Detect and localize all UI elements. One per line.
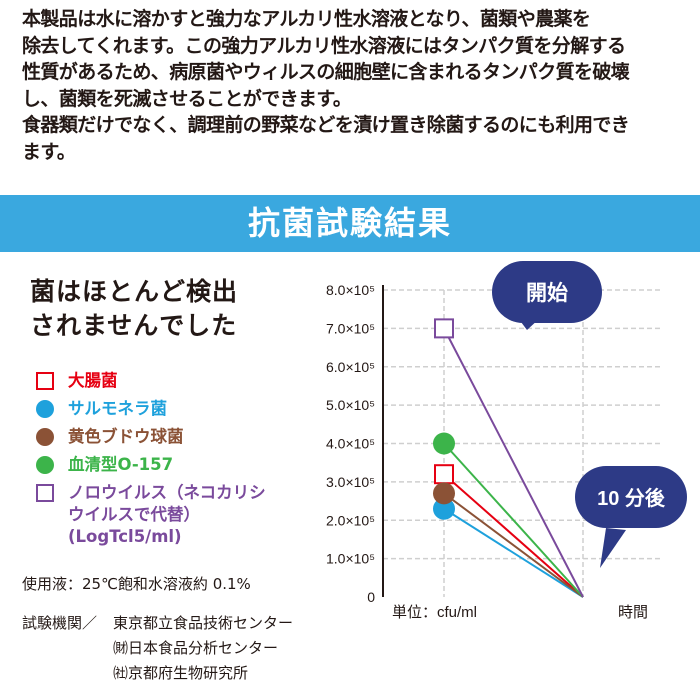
legend-item-norovirus: ノロウイルス（ネコカリシ ウイルスで代替） (LogTcl5/ml): [36, 480, 326, 548]
callout-start-bubble: [492, 261, 602, 323]
y-tick-label: 5.0×10⁵: [326, 397, 375, 413]
legend-item-salmonella: サルモネラ菌: [36, 396, 326, 420]
data-point-circle: [433, 432, 455, 455]
callout-start-text: 開始: [526, 281, 568, 305]
series-line: [443, 442, 584, 598]
x-axis-label: 時間: [618, 604, 648, 621]
callout-pointer: [600, 528, 626, 568]
testing-org-1: 東京都立食品技術センター: [113, 614, 294, 632]
y-tick-label: 4.0×10⁵: [326, 436, 375, 452]
y-tick-label: 0: [367, 589, 375, 605]
section-banner: 抗菌試験結果: [0, 195, 700, 252]
callout-after-text: 10 分後: [597, 486, 666, 510]
y-tick-label: 7.0×10⁵: [326, 320, 375, 336]
data-point-circle: [433, 482, 455, 505]
intro-line: 本製品は水に溶かすと強力なアルカリ性水溶液となり、菌類や農薬を: [22, 8, 591, 30]
legend-label: 血清型O-157: [68, 455, 174, 474]
result-headline: 菌はほとんど検出 されませんでした: [30, 275, 238, 343]
unit-label: 単位：cfu/ml: [392, 604, 477, 621]
series-line: [443, 492, 584, 598]
circle-marker-icon: [36, 456, 54, 474]
callout-after-bubble: [575, 466, 687, 528]
y-tick-label: 1.0×10⁵: [326, 551, 375, 567]
y-tick-label: 2.0×10⁵: [326, 512, 375, 528]
testing-org-3: ㈳京都府生物研究所: [113, 664, 249, 682]
intro-line: 食器類だけでなく、調理前の野菜などを漬け置き除菌するのにも利用でき: [22, 114, 630, 136]
banner-title: 抗菌試験結果: [247, 204, 452, 242]
testing-org-2: ㈶日本食品分析センター: [113, 639, 279, 657]
series-line: [443, 327, 584, 598]
circle-marker-icon: [36, 428, 54, 446]
legend-item-o157: 血清型O-157: [36, 452, 326, 476]
data-point-square: [434, 318, 454, 339]
data-point-square: [434, 464, 454, 485]
intro-line: ます。: [22, 140, 76, 163]
legend-label: 大腸菌: [68, 371, 118, 390]
series-line: [443, 473, 584, 598]
legend-item-staphylococcus: 黄色ブドウ球菌: [36, 424, 326, 448]
data-point-circle: [433, 497, 455, 520]
legend-label: ノロウイルス（ネコカリシ ウイルスで代替） (LogTcl5/ml): [68, 483, 266, 546]
legend-label: 黄色ブドウ球菌: [68, 427, 184, 446]
y-tick-label: 6.0×10⁵: [326, 359, 375, 375]
series-line: [443, 507, 584, 598]
headline-line-1: 菌はほとんど検出: [30, 277, 239, 306]
legend: 大腸菌 サルモネラ菌 黄色ブドウ球菌 血清型O-157 ノロウイルス（ネコカリシ…: [36, 368, 326, 552]
circle-marker-icon: [36, 400, 54, 418]
headline-line-2: されませんでした: [30, 311, 238, 340]
legend-label: サルモネラ菌: [68, 399, 167, 418]
y-tick-label: 3.0×10⁵: [326, 474, 375, 490]
y-tick-label: 8.0×10⁵: [326, 282, 375, 298]
testing-org-label: 試験機関／: [22, 614, 98, 632]
intro-text: 本製品は水に溶かすと強力なアルカリ性水溶液となり、菌類や農薬を 除去してくれます…: [22, 6, 692, 165]
square-marker-icon: [36, 372, 54, 390]
intro-line: 除去してくれます。この強力アルカリ性水溶液にはタンパク質を分解する: [22, 34, 626, 57]
solution-note: 使用液：25℃飽和水溶液約 0.1%: [22, 575, 251, 593]
intro-line: 性質があるため、病原菌やウィルスの細胞壁に含まれるタンパク質を破壊: [22, 61, 630, 83]
legend-item-ecoli: 大腸菌: [36, 368, 326, 392]
square-marker-icon: [36, 484, 54, 502]
intro-line: し、菌類を死滅させることができます。: [22, 87, 352, 110]
